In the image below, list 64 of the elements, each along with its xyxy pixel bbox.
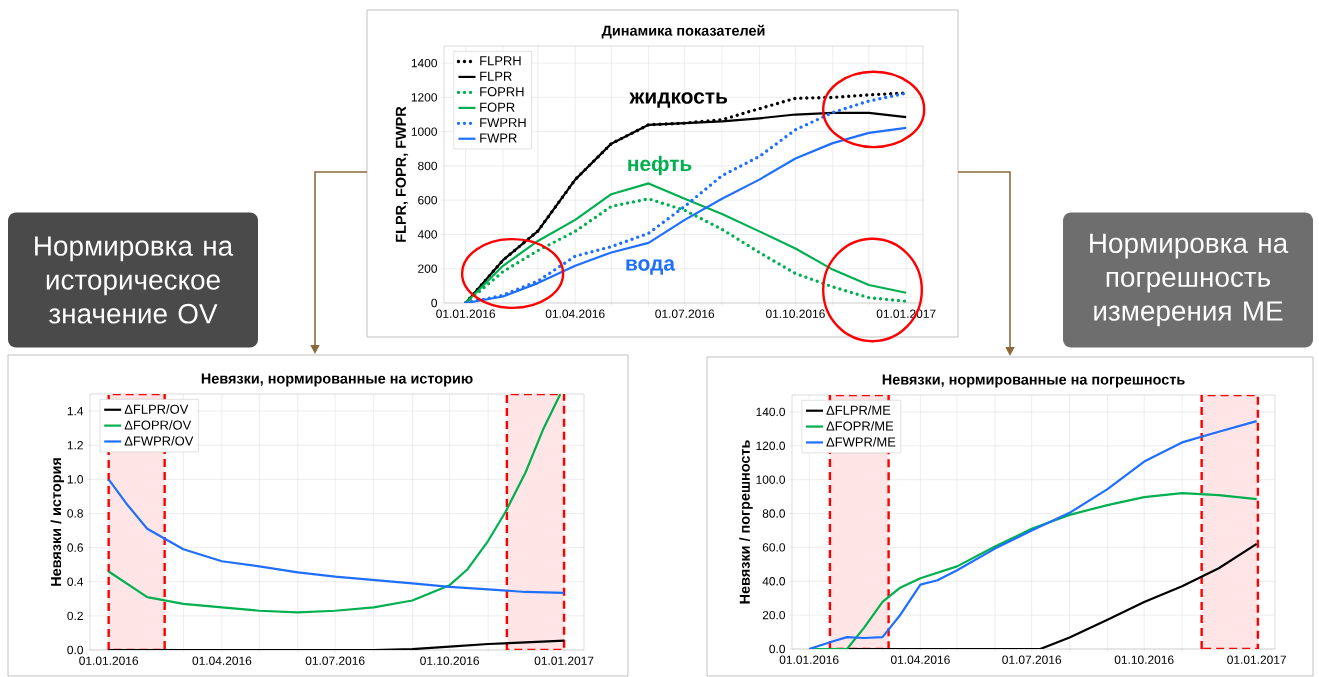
- legend-label: FOPRH: [480, 87, 524, 97]
- y-tick-label: 20.0: [762, 610, 786, 620]
- y-axis-title: FLPR, FOPR, FWPR: [395, 106, 409, 242]
- x-tick-label: 01.01.2016: [779, 655, 839, 664]
- y-tick-label: 1000: [411, 127, 438, 136]
- y-tick-label: 0.8: [67, 509, 83, 518]
- annotation: жидкость: [629, 92, 728, 108]
- y-tick-label: 100.0: [756, 475, 786, 484]
- x-tick-label: 01.01.2016: [436, 309, 496, 318]
- y-tick-label: 200: [418, 264, 438, 273]
- x-tick-label: 01.01.2016: [79, 656, 139, 665]
- y-axis-title: Невязки / история: [50, 458, 65, 586]
- line-series: [107, 394, 562, 614]
- y-tick-label: 600: [418, 195, 438, 205]
- legend-label: ΔFOPR/ME: [826, 421, 894, 431]
- x-tick-label: 01.07.2016: [655, 309, 715, 318]
- x-tick-label: 01.01.2017: [1227, 655, 1286, 664]
- y-tick-label: 40.0: [762, 577, 786, 586]
- x-tick-label: 01.01.2017: [534, 656, 594, 665]
- legend-label: ΔFWPR/OV: [124, 436, 194, 446]
- y-tick-label: 120.0: [756, 441, 786, 451]
- annotation: вода: [626, 259, 676, 275]
- y-tick-label: 0.0: [67, 645, 84, 655]
- legend-label: FLPRH: [480, 56, 521, 66]
- y-tick-label: 1.0: [67, 475, 84, 484]
- text: Нормировка на историческое значение OV: [35, 236, 234, 324]
- legend-label: FLPR: [480, 71, 512, 81]
- chart-title: Невязки, нормированные на историю: [201, 373, 473, 387]
- legend-label: FWPR: [480, 133, 517, 143]
- legend-label: ΔFLPR/OV: [124, 404, 189, 414]
- chart-title: Невязки, нормированные на погрешность: [882, 374, 1185, 388]
- y-tick-label: 140.0: [756, 407, 786, 417]
- x-tick-label: 01.10.2016: [765, 309, 825, 318]
- x-tick-label: 01.07.2016: [305, 656, 365, 665]
- y-tick-label: 400: [417, 230, 438, 239]
- text: Нормировка на погрешность измерения ME: [1090, 233, 1289, 327]
- y-tick-label: 60.0: [762, 543, 786, 552]
- chart-title: Динамика показателей: [601, 24, 765, 39]
- y-tick-label: 0.4: [67, 577, 84, 586]
- y-tick-label: 1.4: [67, 406, 84, 416]
- line-series: [107, 639, 566, 650]
- y-tick-label: 1.2: [67, 441, 83, 450]
- y-tick-label: 0.2: [67, 611, 83, 621]
- line-series: [808, 419, 1258, 649]
- x-tick-label: 01.04.2016: [890, 655, 950, 664]
- legend-label: ΔFOPR/OV: [124, 420, 192, 430]
- y-tick-label: 1400: [411, 58, 438, 68]
- y-tick-label: 0.6: [67, 543, 83, 552]
- y-tick-label: 1200: [411, 93, 438, 102]
- legend-label: FOPR: [480, 102, 515, 112]
- x-tick-label: 01.07.2016: [1002, 655, 1062, 664]
- x-tick-label: 01.10.2016: [420, 656, 479, 665]
- x-tick-label: 01.10.2016: [1114, 655, 1174, 664]
- y-tick-label: 80.0: [762, 509, 786, 518]
- y-tick-label: 0: [431, 298, 438, 308]
- y-tick-label: 0.0: [769, 644, 786, 654]
- legend-label: FWPRH: [480, 118, 526, 128]
- x-tick-label: 01.04.2016: [545, 309, 605, 318]
- y-tick-label: 800: [418, 161, 438, 171]
- legend-label: ΔFWPR/ME: [826, 436, 896, 447]
- y-axis-title: Невязки / погрешность: [739, 440, 753, 604]
- legend-label: ΔFLPR/ME: [826, 405, 891, 415]
- x-tick-label: 01.04.2016: [192, 656, 252, 665]
- annotation: нефть: [628, 155, 692, 176]
